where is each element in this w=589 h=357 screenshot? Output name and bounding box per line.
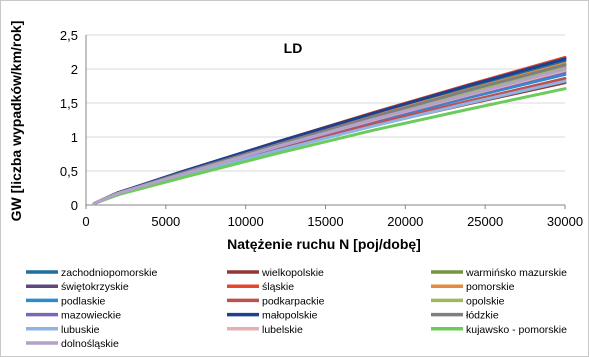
series-lines bbox=[92, 55, 567, 206]
x-tick-label: 15000 bbox=[307, 214, 343, 229]
x-axis-title: Natężenie ruchu N [poj/dobę] bbox=[227, 236, 421, 252]
y-tick-label: 1,5 bbox=[60, 96, 78, 111]
x-tick-labels: 0 5000 10000 15000 20000 25000 30000 bbox=[82, 205, 583, 229]
x-tick-label: 30000 bbox=[547, 214, 583, 229]
y-tick-label: 2,5 bbox=[60, 28, 78, 43]
series-line bbox=[92, 87, 567, 206]
legend-label: podlaskie bbox=[61, 295, 106, 307]
legend: zachodniopomorskie wielkopolskie warmińsko… bbox=[26, 267, 567, 350]
y-tick-label: 0,5 bbox=[60, 164, 78, 179]
y-axis-title: GW [liczba wypadków/km/rok] bbox=[8, 21, 24, 222]
chart-annotation: LD bbox=[284, 40, 303, 56]
legend-label: lubelskie bbox=[262, 324, 303, 336]
x-tick-label: 5000 bbox=[151, 214, 180, 229]
legend-label: mazowieckie bbox=[61, 310, 121, 322]
y-tick-labels: 0 0,5 1 1,5 2 2,5 bbox=[60, 28, 78, 213]
legend-label: dolnośląskie bbox=[61, 338, 119, 350]
y-tick-label: 0 bbox=[71, 198, 78, 213]
x-tick-label: 20000 bbox=[387, 214, 423, 229]
y-tick-label: 1 bbox=[71, 130, 78, 145]
legend-label: wielkopolskie bbox=[261, 267, 324, 279]
legend-label: lubuskie bbox=[61, 324, 100, 336]
legend-label: warmińsko mazurskie bbox=[465, 267, 567, 279]
x-tick-label: 25000 bbox=[467, 214, 503, 229]
legend-label: kujawsko - pomorskie bbox=[466, 324, 567, 336]
legend-label: łódzkie bbox=[466, 310, 499, 322]
series-line bbox=[92, 67, 567, 206]
legend-label: zachodniopomorskie bbox=[61, 267, 157, 279]
legend-label: opolskie bbox=[466, 295, 505, 307]
legend-label: pomorskie bbox=[466, 281, 515, 293]
legend-label: śląskie bbox=[262, 281, 294, 293]
legend-label: świętokrzyskie bbox=[61, 281, 129, 293]
y-tick-label: 2 bbox=[71, 62, 78, 77]
legend-label: podkarpackie bbox=[262, 295, 325, 307]
series-line bbox=[92, 81, 567, 206]
legend-label: małopolskie bbox=[262, 310, 318, 322]
x-tick-label: 0 bbox=[82, 214, 89, 229]
x-tick-label: 10000 bbox=[228, 214, 264, 229]
